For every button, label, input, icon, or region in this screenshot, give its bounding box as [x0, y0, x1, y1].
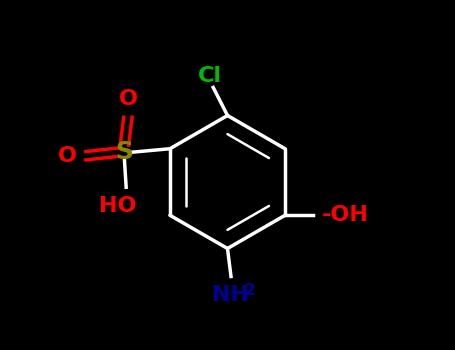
Text: NH: NH: [212, 285, 249, 305]
Text: O: O: [58, 146, 77, 166]
Text: -OH: -OH: [322, 205, 369, 225]
Text: Cl: Cl: [198, 66, 222, 86]
Text: HO: HO: [99, 196, 136, 216]
Text: S: S: [116, 140, 133, 164]
Text: O: O: [118, 89, 137, 108]
Text: 2: 2: [244, 283, 255, 298]
